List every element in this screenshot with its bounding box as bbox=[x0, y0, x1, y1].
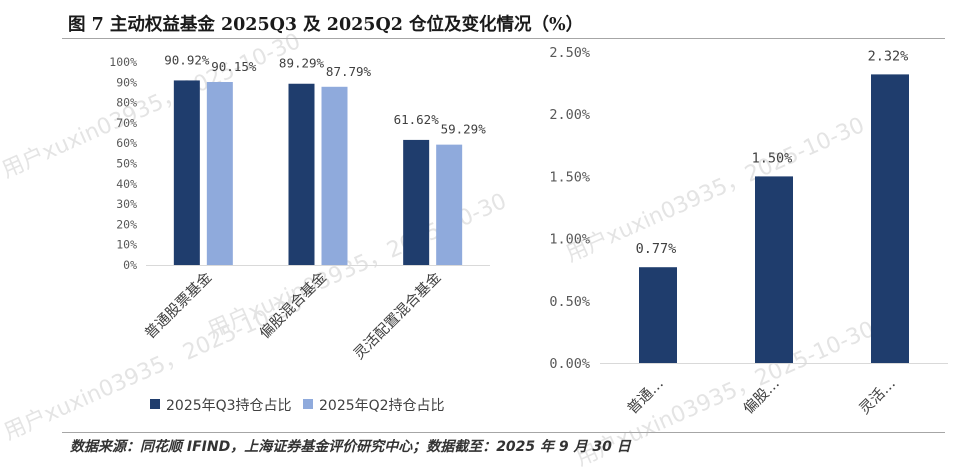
left-chart-y-tick-label: 20% bbox=[116, 217, 137, 231]
right-chart-data-label-series-1-category-3: 2.32% bbox=[868, 48, 909, 64]
right-chart: 0.00%0.50%1.00%1.50%2.00%2.50%0.77%普通…1.… bbox=[549, 45, 948, 418]
right-chart-x-category-label: 灵活… bbox=[856, 375, 899, 418]
right-chart-bar-series-1-category-2 bbox=[755, 176, 793, 363]
left-chart-y-tick-label: 30% bbox=[116, 197, 137, 211]
right-chart-y-tick-label: 2.50% bbox=[549, 45, 590, 61]
left-chart-bar-series-1-category-3 bbox=[403, 139, 430, 265]
watermark-text: 用户xuxin03935，2025-10-30 bbox=[0, 29, 304, 184]
right-chart-y-tick-label: 0.50% bbox=[549, 294, 590, 310]
right-chart-y-tick-label: 2.00% bbox=[549, 107, 590, 123]
legend-swatch-2025q3 bbox=[150, 399, 160, 409]
left-chart-y-tick-label: 10% bbox=[116, 238, 137, 252]
left-chart-y-tick-label: 90% bbox=[116, 75, 137, 89]
left-chart-bar-series-2-category-2 bbox=[321, 86, 348, 265]
left-chart-data-label-series-1-category-2: 89.29% bbox=[279, 56, 325, 71]
right-chart-bar-series-1-category-1 bbox=[639, 267, 677, 363]
legend-label-2025q2: 2025年Q2持仓占比 bbox=[319, 398, 445, 414]
left-chart-y-tick-label: 70% bbox=[116, 116, 137, 130]
left-chart-data-label-series-1-category-3: 61.62% bbox=[394, 112, 440, 127]
left-chart-y-tick-label: 0% bbox=[123, 258, 137, 272]
left-chart-y-tick-label: 60% bbox=[116, 136, 137, 150]
figure-title: 图 7 主动权益基金 2025Q3 及 2025Q2 仓位及变化情况（%） bbox=[68, 14, 583, 35]
legend: 2025年Q3持仓占比 2025年Q2持仓占比 bbox=[150, 398, 445, 414]
right-chart-bar-series-1-category-3 bbox=[871, 74, 909, 363]
legend-swatch-2025q2 bbox=[303, 399, 313, 409]
right-chart-y-tick-label: 1.00% bbox=[549, 232, 590, 248]
watermark-text: 用户xuxin03935，2025-10-30 bbox=[0, 291, 306, 446]
left-chart-bar-series-1-category-2 bbox=[288, 83, 315, 265]
right-chart-data-label-series-1-category-1: 0.77% bbox=[636, 241, 677, 257]
left-chart-y-tick-label: 40% bbox=[116, 177, 137, 191]
right-chart-data-label-series-1-category-2: 1.50% bbox=[752, 150, 793, 166]
left-chart-bar-series-1-category-1 bbox=[173, 80, 200, 265]
left-chart-bar-series-2-category-3 bbox=[436, 144, 463, 265]
left-chart-data-label-series-2-category-2: 87.79% bbox=[326, 64, 372, 79]
source-note: 数据来源：同花顺 IFIND，上海证券基金评价研究中心；数据截至：2025 年 … bbox=[70, 438, 632, 455]
watermark-text: 用户xuxin03935，2025-10-30 bbox=[562, 113, 868, 268]
legend-label-2025q3: 2025年Q3持仓占比 bbox=[166, 398, 292, 414]
right-chart-y-tick-label: 0.00% bbox=[549, 356, 590, 372]
left-chart-data-label-series-1-category-1: 90.92% bbox=[164, 52, 210, 67]
left-chart-bar-series-2-category-1 bbox=[206, 81, 233, 265]
right-chart-y-tick-label: 1.50% bbox=[549, 169, 590, 185]
left-chart-data-label-series-2-category-1: 90.15% bbox=[211, 59, 257, 74]
left-chart-data-label-series-2-category-3: 59.29% bbox=[441, 122, 487, 137]
left-chart-x-category-label: 灵活配置混合基金 bbox=[350, 268, 444, 362]
left-chart-y-tick-label: 100% bbox=[109, 55, 137, 69]
left-chart-y-tick-label: 80% bbox=[116, 96, 137, 110]
left-chart-y-tick-label: 50% bbox=[116, 157, 137, 171]
